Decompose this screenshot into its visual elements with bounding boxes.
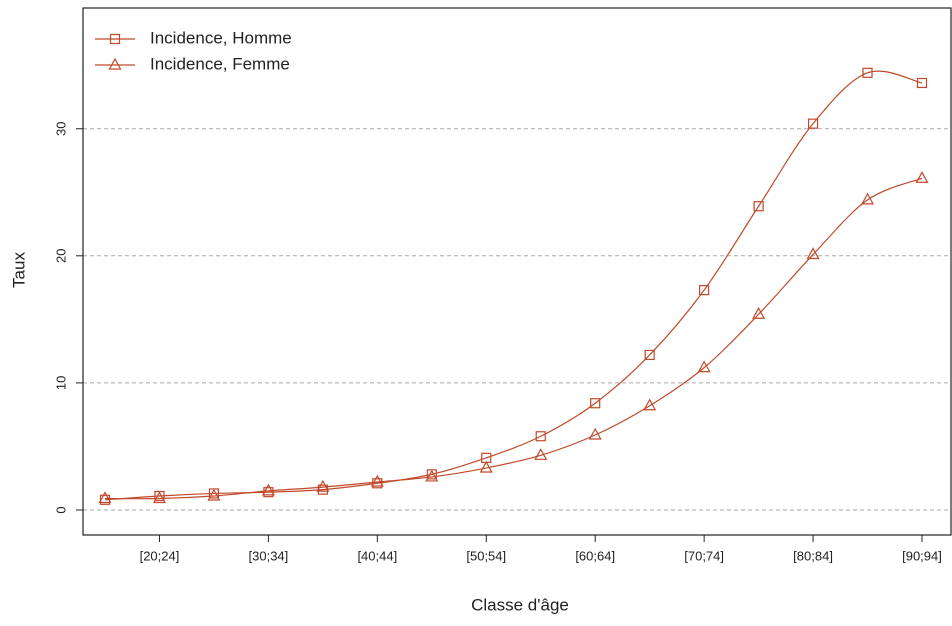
- marker-triangle: [98, 491, 112, 504]
- x-axis-title: Classe d'âge: [471, 595, 569, 614]
- marker-square: [862, 67, 873, 78]
- marker-triangle: [861, 192, 875, 205]
- x-tick-label: [20;24]: [140, 548, 180, 563]
- y-tick-label: 10: [53, 376, 68, 390]
- marker-triangle: [697, 360, 711, 373]
- legend-label: Incidence, Femme: [150, 54, 290, 73]
- x-tick-label: [60;64]: [575, 548, 615, 563]
- legend-marker: [108, 57, 122, 70]
- marker-triangle: [261, 483, 275, 496]
- y-axis-title: Taux: [9, 252, 28, 288]
- marker-square: [916, 77, 928, 89]
- x-tick-label: [30;34]: [249, 548, 289, 563]
- marker-triangle: [643, 398, 657, 411]
- marker-triangle: [152, 491, 166, 504]
- marker-triangle: [425, 469, 439, 482]
- marker-square: [590, 398, 601, 409]
- marker-triangle: [806, 247, 820, 260]
- y-tick-label: 20: [53, 249, 68, 263]
- legend-marker: [109, 33, 121, 45]
- marker-square: [699, 285, 710, 296]
- marker-triangle: [915, 171, 929, 183]
- marker-square: [807, 118, 819, 129]
- y-tick-label: 30: [53, 121, 68, 135]
- marker-triangle: [588, 427, 602, 440]
- marker-triangle: [316, 479, 330, 492]
- x-tick-label: [90;94]: [902, 548, 942, 563]
- plot-frame: [82, 7, 952, 536]
- x-tick-label: [80;84]: [793, 548, 833, 563]
- marker-triangle: [752, 307, 766, 319]
- legend-label: Incidence, Homme: [150, 28, 292, 47]
- y-tick-label: 0: [53, 506, 68, 513]
- x-tick-label: [40;44]: [357, 548, 397, 563]
- x-tick-label: [50;54]: [466, 548, 506, 563]
- marker-triangle: [207, 488, 221, 501]
- marker-triangle: [370, 474, 384, 487]
- marker-square: [644, 349, 655, 361]
- x-tick-label: [70;74]: [684, 548, 724, 563]
- marker-square: [753, 201, 764, 212]
- marker-triangle: [534, 448, 548, 460]
- marker-square: [535, 431, 546, 442]
- marker-triangle: [479, 460, 493, 473]
- series-line: [104, 70, 923, 501]
- series-line: [104, 177, 923, 500]
